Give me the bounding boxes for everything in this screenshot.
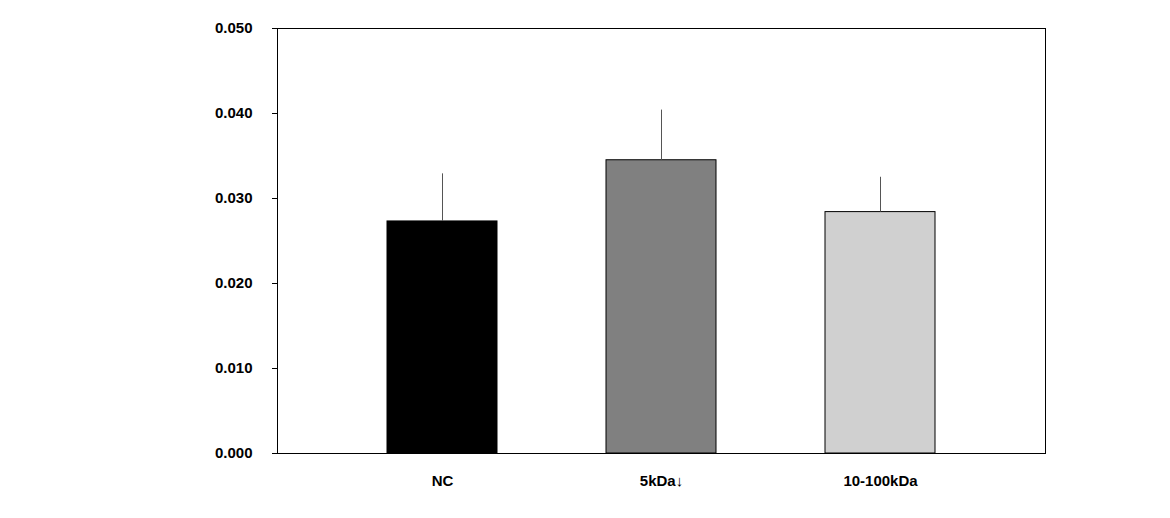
svg-text:0.000: 0.000 (215, 444, 253, 461)
svg-text:NC: NC (432, 472, 454, 489)
svg-text:0.040: 0.040 (215, 104, 253, 121)
svg-text:10-100kDa: 10-100kDa (843, 472, 918, 489)
svg-text:0.010: 0.010 (215, 359, 253, 376)
svg-text:0.050: 0.050 (215, 19, 253, 36)
svg-text:0.030: 0.030 (215, 189, 253, 206)
svg-text:0.020: 0.020 (215, 274, 253, 291)
svg-text:5kDa↓: 5kDa↓ (640, 472, 683, 489)
